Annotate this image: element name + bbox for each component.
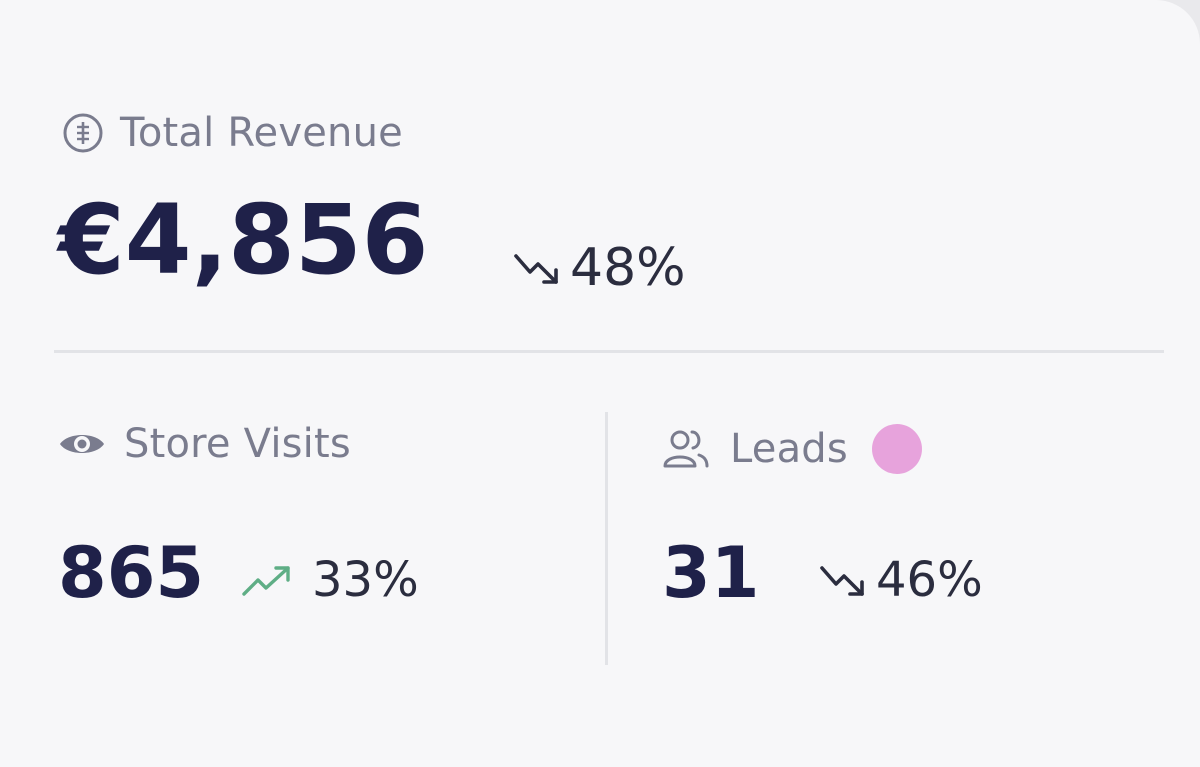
trend-up-icon: [240, 562, 294, 598]
revenue-value: €4,856: [58, 184, 429, 296]
revenue-change: 48%: [512, 242, 686, 294]
eye-icon: [58, 428, 106, 460]
leads-value: 31: [662, 532, 760, 614]
leads-label: Leads: [730, 426, 848, 472]
visits-label: Store Visits: [124, 421, 351, 467]
leads-change-value: 46%: [876, 552, 983, 608]
horizontal-divider: [54, 350, 1164, 353]
leads-label-row: Leads: [662, 424, 922, 474]
visits-label-row: Store Visits: [58, 424, 351, 464]
visits-change-value: 33%: [312, 552, 419, 608]
users-icon: [662, 428, 710, 470]
trend-down-icon: [818, 560, 870, 600]
leads-status-dot: [871, 424, 922, 474]
money-icon: [62, 112, 104, 154]
revenue-label-row: Total Revenue: [62, 112, 403, 154]
vertical-divider: [605, 412, 608, 665]
leads-change: 46%: [818, 556, 983, 604]
visits-value: 865: [58, 532, 205, 614]
trend-down-icon: [512, 248, 564, 288]
revenue-change-value: 48%: [570, 238, 686, 298]
revenue-label: Total Revenue: [120, 110, 403, 156]
visits-change: 33%: [240, 556, 419, 604]
